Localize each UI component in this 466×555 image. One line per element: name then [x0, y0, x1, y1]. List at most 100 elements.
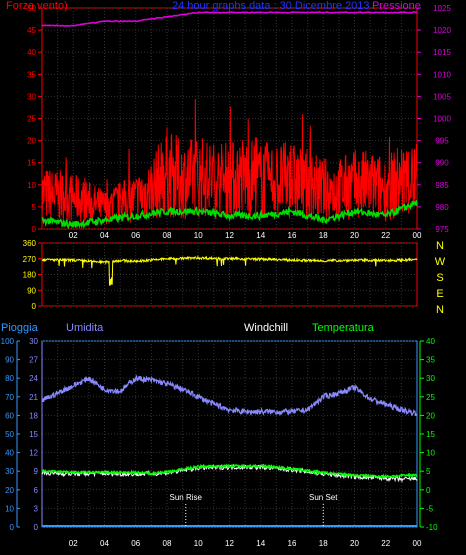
wind-x-tick-label: 04	[100, 231, 109, 240]
pressure-line	[42, 11, 418, 27]
humidity-x-tick-label: 22	[381, 539, 390, 548]
direction-tick-label: 0	[32, 302, 37, 311]
direction-tick-label: 90	[27, 286, 36, 295]
temperature-tick-label: 15	[426, 430, 435, 439]
direction-series	[41, 254, 418, 287]
pressure-axis-label: Pressione	[372, 0, 421, 12]
wind-x-tick-label: 06	[131, 231, 140, 240]
sun-annotations: Sun Rise Sun Set	[170, 493, 338, 527]
humidity-tick-label: 9	[34, 467, 39, 476]
pressure-tick-label: 975	[435, 225, 449, 234]
wind-tick-label: 30	[27, 92, 36, 101]
humidity-x-ticks: 02 04 06 08 10 12 14 16 18 20 22 00	[69, 539, 422, 548]
humidity-series	[41, 374, 418, 527]
wind-tick-label: 40	[27, 48, 36, 57]
chart-title: 24 hour graphs data : 30 Dicembre 2013	[172, 0, 370, 12]
wind-x-tick-label: 14	[256, 231, 265, 240]
pressure-right-axis-ticks: 975 980 985 990 995 1000 1005 1010 1015 1020 1025	[417, 4, 451, 234]
wind-tick-label: 5	[32, 203, 37, 212]
pressure-tick-label: 1015	[433, 48, 451, 57]
humidity-tick-label: 3	[34, 504, 39, 513]
wind-tick-label: 10	[27, 181, 36, 190]
direction-grid	[42, 242, 417, 307]
direction-tick-label: 360	[23, 239, 37, 248]
wind-x-ticks: 02 04 06 08 10 12 14 16 18 20 22 00	[69, 231, 422, 240]
wind-tick-label: 0	[32, 225, 37, 234]
rain-label: Pioggia	[1, 322, 39, 334]
humidity-tick-label: 6	[34, 486, 39, 495]
rain-tick-label: 20	[5, 486, 14, 495]
temperature-tick-label: 0	[426, 486, 431, 495]
temperature-label: Temperatura	[312, 322, 375, 334]
pressure-tick-label: 1025	[433, 4, 451, 13]
wind-x-tick-label: 12	[225, 231, 234, 240]
rain-tick-label: 80	[5, 374, 14, 383]
humidity-x-tick-label: 00	[413, 539, 422, 548]
direction-line	[41, 254, 418, 287]
wind-x-tick-label: 10	[194, 231, 203, 240]
rain-tick-label: 100	[1, 337, 15, 346]
humidity-temperature-panel: Pioggia Umidita Windchill Temperatura 0 1…	[1, 322, 438, 548]
compass-label: N	[436, 240, 444, 252]
temperature-tick-label: 10	[426, 449, 435, 458]
humidity-line	[41, 374, 418, 417]
windchill-label: Windchill	[244, 322, 288, 334]
humidity-tick-label: 24	[29, 374, 38, 383]
rain-tick-label: 90	[5, 356, 14, 365]
temperature-tick-label: 20	[426, 411, 435, 420]
temperature-line	[41, 463, 418, 480]
direction-left-axis-ticks: 0 90 180 270 360	[23, 239, 42, 311]
compass-label: W	[435, 256, 446, 268]
humidity-tick-label: 0	[34, 523, 39, 532]
wind-x-tick-label: 18	[319, 231, 328, 240]
rain-tick-label: 10	[5, 504, 14, 513]
wind-x-tick-label: 20	[350, 231, 359, 240]
humidity-tick-label: 27	[29, 356, 38, 365]
rain-tick-label: 30	[5, 467, 14, 476]
compass-label: S	[436, 272, 443, 284]
humidity-tick-label: 12	[29, 449, 38, 458]
sun-event-label: Sun Rise	[170, 493, 203, 502]
wind-x-tick-label: 22	[381, 231, 390, 240]
sun-event-label: Sun Set	[309, 493, 338, 502]
wind-base-line	[41, 200, 418, 229]
temperature-tick-label: 25	[426, 393, 435, 402]
humidity-x-tick-label: 08	[163, 539, 172, 548]
pressure-tick-label: 1000	[433, 115, 451, 124]
wind-tick-label: 25	[27, 115, 36, 124]
pressure-tick-label: 995	[435, 137, 449, 146]
wind-tick-label: 45	[27, 26, 36, 35]
humidity-x-tick-label: 12	[225, 539, 234, 548]
rain-axis-ticks: 0 10 20 30 40 50 60 70 80 90 100	[1, 337, 20, 532]
wind-x-tick-label: 00	[413, 231, 422, 240]
humidity-x-tick-label: 06	[131, 539, 140, 548]
pressure-tick-label: 1005	[433, 92, 451, 101]
humidity-grid	[42, 340, 417, 528]
pressure-tick-label: 990	[435, 159, 449, 168]
wind-x-tick-label: 08	[163, 231, 172, 240]
humidity-tick-label: 15	[29, 430, 38, 439]
temperature-tick-label: -10	[426, 523, 438, 532]
humidity-x-tick-label: 16	[288, 539, 297, 548]
wind-tick-label: 50	[27, 4, 36, 13]
temperature-tick-label: 30	[426, 374, 435, 383]
humidity-x-tick-label: 18	[319, 539, 328, 548]
pressure-tick-label: 1010	[433, 70, 451, 79]
humidity-label: Umidita	[66, 322, 104, 334]
rain-tick-label: 0	[10, 523, 15, 532]
humidity-x-tick-label: 10	[194, 539, 203, 548]
wind-left-axis-ticks: 0 5 10 15 20 25 30 35 40 45 50	[27, 4, 42, 234]
compass-label: E	[436, 288, 443, 300]
rain-tick-label: 60	[5, 411, 14, 420]
temperature-axis-ticks: -10 -5 0 5 10 15 20 25 30 35 40	[419, 337, 438, 532]
direction-tick-label: 180	[23, 271, 37, 280]
humidity-tick-label: 30	[29, 337, 38, 346]
rain-tick-label: 40	[5, 449, 14, 458]
humidity-tick-label: 18	[29, 411, 38, 420]
humidity-axis-ticks: 0 3 6 9 12 15 18 21 24 27 30	[29, 337, 43, 532]
wind-axis-label: Forza vento)	[6, 0, 68, 12]
